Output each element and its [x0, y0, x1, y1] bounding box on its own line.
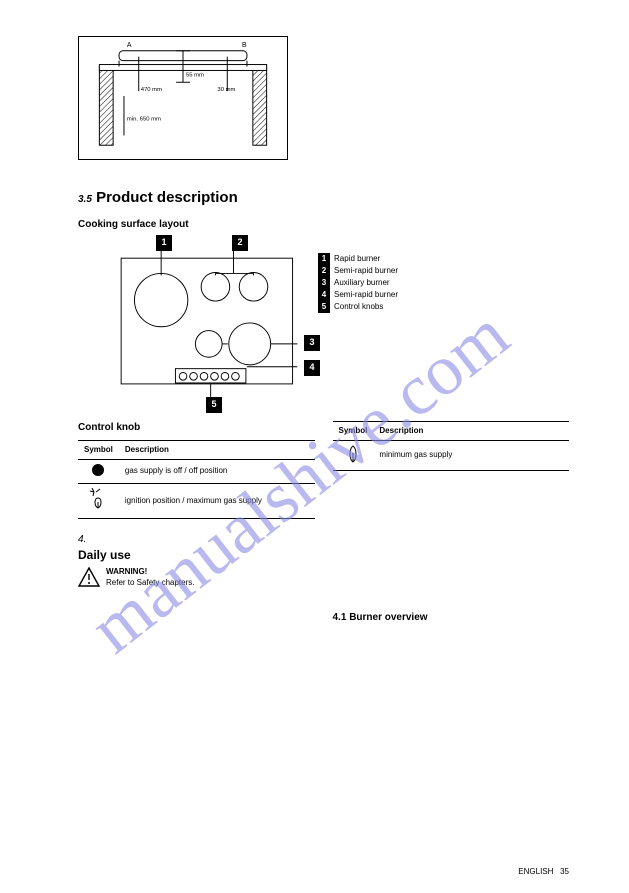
desc-cell: ignition position / maximum gas supply [119, 484, 315, 518]
th-desc: Description [373, 421, 569, 440]
section-heading: 3.5 Product description [78, 188, 569, 208]
footer-page: 35 [560, 867, 569, 876]
legend-text: Rapid burner [334, 253, 380, 264]
legend-item: 2 Semi-rapid burner [318, 265, 398, 277]
label-a: A [127, 42, 132, 49]
burner-heading-text: Burner overview [349, 612, 427, 623]
dim-4: 470 mm [141, 87, 162, 93]
legend-sq: 4 [318, 289, 330, 301]
legend-text: Auxiliary burner [334, 277, 390, 288]
legend-sq: 5 [318, 301, 330, 313]
dim-1: min. 650 mm [127, 117, 161, 123]
ignite-icon [90, 488, 106, 513]
callout-1: 1 [156, 235, 172, 251]
burner-overview-heading: 4.1 Burner overview [333, 611, 570, 624]
cooktop-diagram: 1 2 3 4 5 [104, 237, 304, 407]
warning-block: WARNING! Refer to Safety chapters. [78, 567, 315, 590]
callout-4: 4 [304, 360, 320, 376]
legend-item: 5 Control knobs [318, 301, 398, 313]
warning-body: Refer to Safety chapters. [106, 578, 195, 587]
dim-5: 30 mm [217, 87, 235, 93]
cooktop-svg [104, 237, 304, 407]
footer-lang: ENGLISH [518, 867, 553, 876]
legend-sq: 3 [318, 277, 330, 289]
desc-cell: gas supply is off / off position [119, 459, 315, 483]
legend-text: Control knobs [334, 301, 383, 312]
off-dot-icon [92, 464, 104, 476]
legend-sq: 1 [318, 253, 330, 265]
flame-min-icon [347, 445, 359, 466]
th-desc: Description [119, 440, 315, 459]
right-column: Symbol Description minimum gas supply 4.… [333, 421, 570, 631]
left-column: Control knob Symbol Description gas supp… [78, 421, 315, 631]
th-symbol: Symbol [333, 421, 374, 440]
burner-heading-num: 4.1 [333, 612, 347, 623]
warning-text: WARNING! Refer to Safety chapters. [106, 567, 315, 589]
th-symbol: Symbol [78, 440, 119, 459]
label-b: B [242, 42, 247, 49]
legend-item: 4 Semi-rapid burner [318, 289, 398, 301]
legend-sq: 2 [318, 265, 330, 277]
symbol-cell [78, 459, 119, 483]
table-row: ignition position / maximum gas supply [78, 484, 315, 518]
table-header-row: Symbol Description [78, 440, 315, 459]
dim-3: 55 mm [186, 72, 204, 78]
layout-heading: Cooking surface layout [78, 218, 569, 231]
table-row: gas supply is off / off position [78, 459, 315, 483]
table-row: minimum gas supply [333, 440, 570, 470]
callout-2: 2 [232, 235, 248, 251]
install-svg: A B 55 mm 470 mm min. 650 mm 30 mm [79, 37, 287, 159]
daily-use-heading: Daily use [78, 548, 315, 564]
knob-heading: Control knob [78, 421, 315, 434]
callout-3: 3 [304, 335, 320, 351]
legend-item: 1 Rapid burner [318, 253, 398, 265]
legend-item: 3 Auxiliary burner [318, 277, 398, 289]
section-title: Product description [96, 189, 238, 206]
warning-bold: WARNING! [106, 567, 147, 576]
warning-icon [78, 567, 100, 590]
symbol-table-right: Symbol Description minimum gas supply [333, 421, 570, 472]
legend: 1 Rapid burner 2 Semi-rapid burner 3 Auxili… [318, 237, 398, 313]
legend-text: Semi-rapid burner [334, 289, 398, 300]
symbol-cell [333, 440, 374, 470]
legend-text: Semi-rapid burner [334, 265, 398, 276]
section-num: 3.5 [78, 194, 92, 205]
callout-5: 5 [206, 397, 222, 413]
symbol-table: Symbol Description gas supply is off / o… [78, 440, 315, 519]
footer-right: ENGLISH 35 [518, 867, 569, 877]
desc-cell: minimum gas supply [373, 440, 569, 470]
installation-diagram: A B 55 mm 470 mm min. 650 mm 30 mm [78, 36, 288, 160]
table-header-row: Symbol Description [333, 421, 570, 440]
daily-use-num: 4. [78, 533, 315, 546]
symbol-cell [78, 484, 119, 518]
